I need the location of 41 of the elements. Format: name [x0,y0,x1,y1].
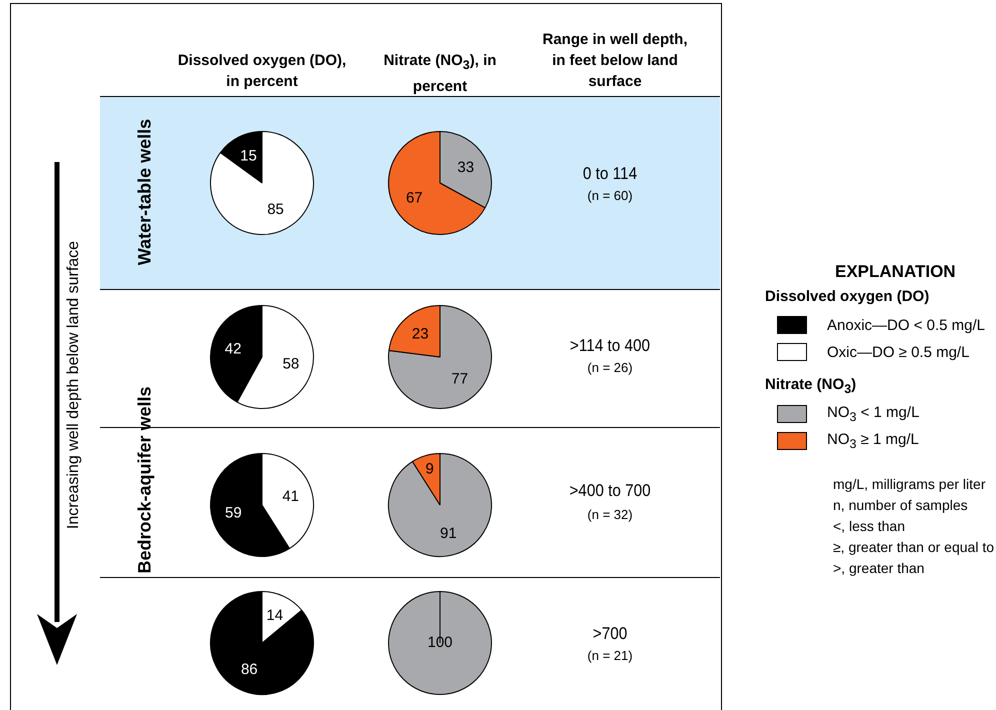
legend-label: Anoxic—DO < 0.5 mg/L [827,316,985,334]
data-label: 23 [412,326,429,343]
data-label: 86 [240,661,258,678]
text: Water-table wells [134,118,156,266]
legend-label: Oxic—DO ≥ 0.5 mg/L [827,344,970,360]
data-label: 58 [282,356,300,373]
data-label: 59 [224,504,242,522]
data-label: 91 [440,524,457,542]
text: (n = 32) [586,507,634,522]
text: EXPLANATION [835,262,956,282]
data-label: 67 [406,189,423,206]
text: Nitrate (NO$_{3}$), in percent [382,51,498,97]
data-label: 9 [425,460,434,478]
data-label: 85 [267,200,284,218]
legend-label: NO$_{3}$ ≥ 1 mg/L [827,431,919,451]
text: (n = 60) [586,188,634,203]
text: Dissolved oxygen (DO), in percent [176,51,348,92]
legend-title: Nitrate (NO$_{3}$) [765,376,856,396]
legend-label: NO$_{3}$ < 1 mg/L [827,404,920,424]
data-label: 15 [240,148,257,165]
data-label: 100 [427,634,453,652]
text: 0 to 114 [582,164,638,184]
text: mg/L, milligrams per liter [833,476,986,492]
legend-title: Dissolved oxygen (DO) [765,288,930,305]
data-label: 42 [224,340,242,358]
text: (n = 21) [586,648,634,663]
text: >700 [592,624,628,644]
text: Increasing well depth below land surface [65,240,83,530]
text: n, number of samples [833,497,968,513]
text: >400 to 700 [568,481,652,501]
text: Bedrock-aquifer wells [134,386,156,574]
text: Range in well depth, in feet below land surface [541,30,688,92]
data-label: 77 [451,370,468,388]
text: >114 to 400 [568,336,652,356]
text: >, greater than [833,560,924,576]
data-label: 14 [266,607,284,624]
text: ≥, greater than or equal to [833,539,994,555]
text: (n = 26) [586,360,634,375]
data-label: 41 [282,488,300,505]
text: <, less than [833,518,905,534]
data-label: 33 [457,158,474,176]
